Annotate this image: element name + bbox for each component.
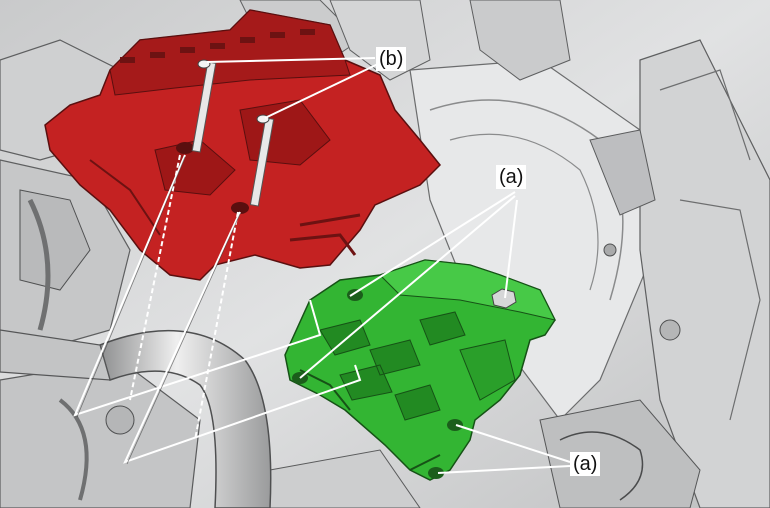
bolt-b-left [191, 59, 217, 153]
leader-lines-shadow [76, 156, 241, 465]
leader-lines [73, 57, 571, 474]
callout-b: (b) [376, 47, 407, 71]
callout-a-bottom: (a) [570, 452, 601, 476]
alignment-dashes [129, 154, 239, 441]
green-bracket [284, 259, 556, 481]
callout-a-top: (a) [496, 165, 527, 189]
